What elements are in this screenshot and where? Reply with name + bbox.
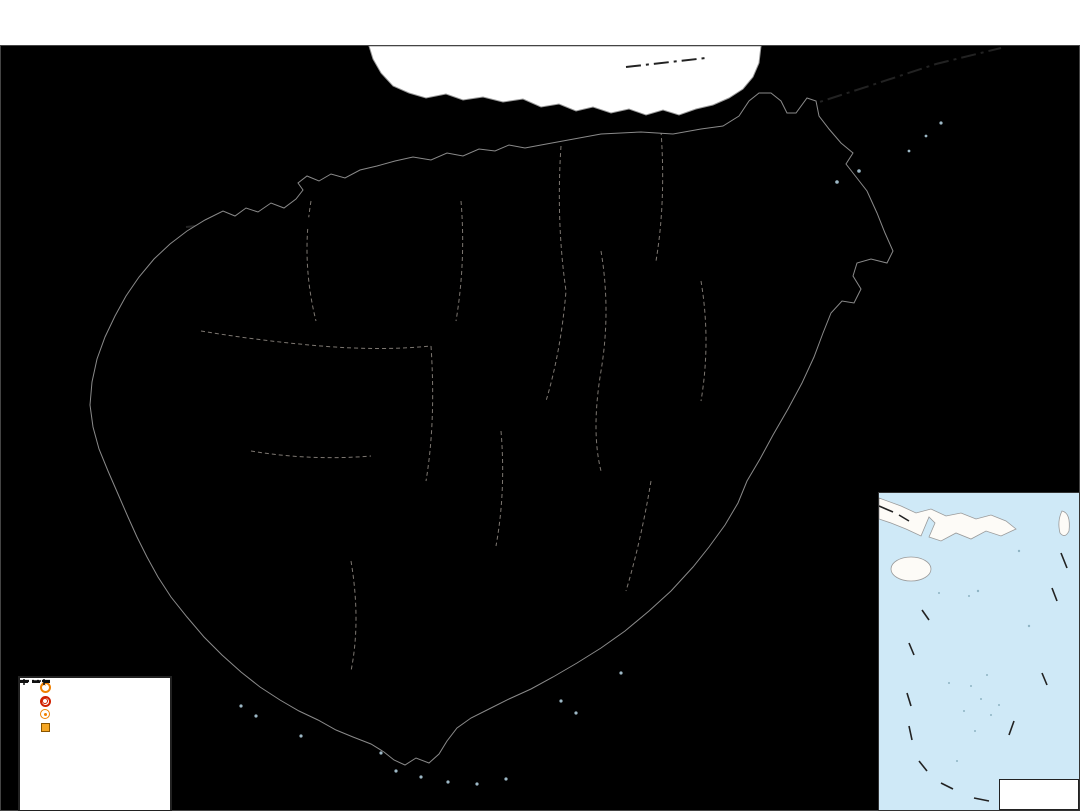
inset-islands <box>938 549 1031 762</box>
coastal-lagoons <box>296 145 832 312</box>
prefecture-city-icon <box>28 695 62 707</box>
inset-hainan <box>890 556 932 582</box>
inset-title-box <box>999 779 1079 810</box>
page-title <box>0 0 1080 2</box>
inset-taiwan <box>1058 510 1070 536</box>
islets <box>239 121 943 786</box>
inset-overview-map <box>878 492 1080 811</box>
inset-mainland <box>879 497 1017 542</box>
inset-nine-dash-line <box>879 505 1068 802</box>
inset-canvas <box>879 497 1070 802</box>
map-frame <box>0 45 1080 811</box>
development-zone-icon <box>28 723 62 733</box>
map-canvas <box>1 46 1079 810</box>
map-header <box>0 0 1080 45</box>
legend-box <box>18 676 172 811</box>
county-boundaries <box>200 130 707 672</box>
county-center-icon <box>28 709 62 720</box>
